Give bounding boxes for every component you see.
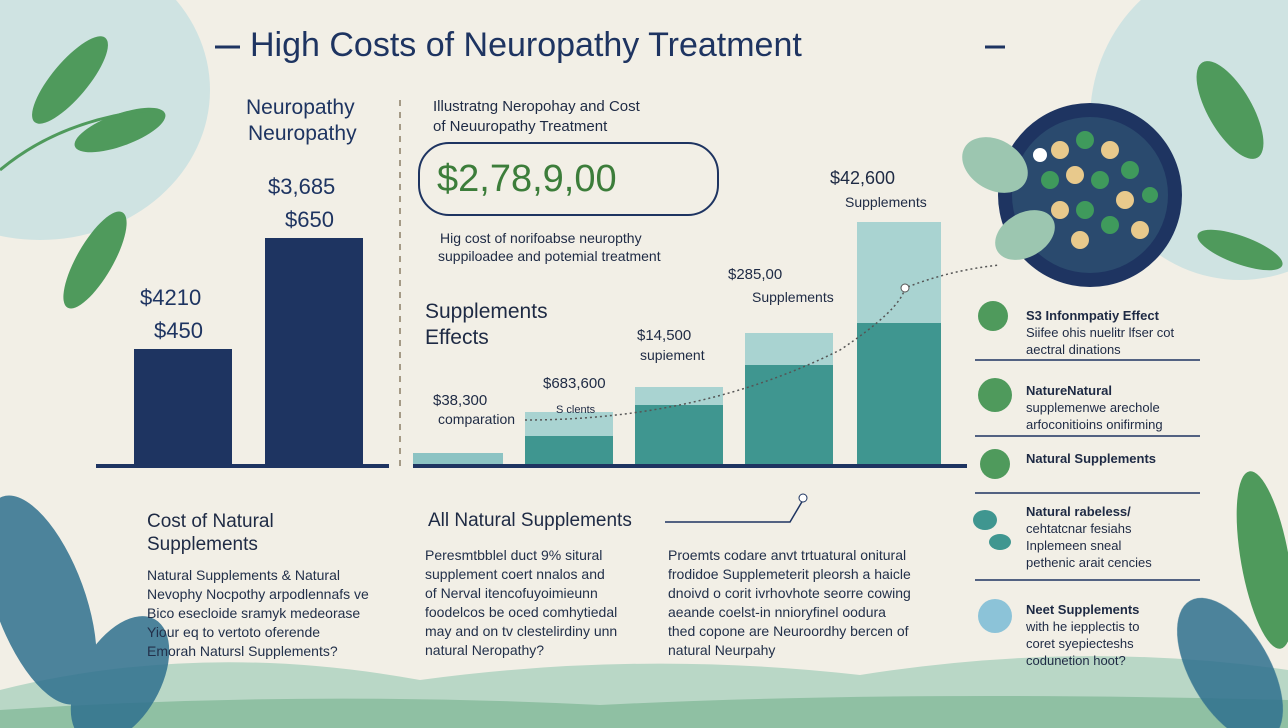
bar-label: $42,600 xyxy=(830,168,896,188)
bar xyxy=(635,405,723,466)
text-line: Emorah Natursl Supplements? xyxy=(147,643,338,659)
bar-label: $14,500 xyxy=(637,327,692,344)
heading-line: Cost of Natural xyxy=(147,511,274,532)
text-line: natural Neurpahy xyxy=(668,642,776,658)
list-title: Neet Supplements xyxy=(1026,602,1140,617)
text-line: Bico esecloide sramyk medeorase xyxy=(147,605,361,621)
section-heading: Supplements xyxy=(425,300,548,323)
bar xyxy=(525,436,613,466)
bottom-text: Peresmtbblel duct 9% situral supplement c… xyxy=(425,546,617,660)
bar-note: S clents xyxy=(556,404,596,416)
leaf xyxy=(962,137,1028,193)
bar-label: $4210 xyxy=(140,285,202,310)
bar-note: supiement xyxy=(640,347,705,363)
title: High Costs of Neuropathy Treatment xyxy=(250,26,802,64)
list-text: with he iepplectis to xyxy=(1026,619,1140,634)
text-line: frodidoe Supplemeterit pleorsh a haicle xyxy=(668,566,911,582)
bottom-text: Proemts codare anvt trtuatural onitural f… xyxy=(668,546,911,660)
list-item: Natural rabeless/cehtatcnar fesiahs Inple… xyxy=(1026,503,1152,571)
list-item: S3 Infonmpatiy Effect Siifee ohis nuelitr… xyxy=(1026,307,1174,358)
bar-label: $650 xyxy=(285,207,334,232)
bottom-heading: All Natural Supplements xyxy=(428,510,632,531)
bar-label: $683,600 xyxy=(543,375,606,392)
list-item: Neet Supplements with he iepplectis to cor… xyxy=(1026,601,1139,669)
bottom-heading: Cost of Natural Supplements xyxy=(147,510,274,556)
list-title: Natural Supplements xyxy=(1026,451,1157,466)
bar xyxy=(134,349,232,466)
bar-note: Supplements xyxy=(752,289,834,305)
bar xyxy=(745,333,833,365)
bars xyxy=(413,222,941,466)
subtitle: Illustratng Neropohay and Cost xyxy=(433,98,640,115)
list-item: NatureNatural supplemenwe arechole arfocon… xyxy=(1026,382,1163,433)
bottom-text: Natural Supplements & Natural Nevophy Noc… xyxy=(147,566,369,661)
text-line: Peresmtbblel duct 9% situral xyxy=(425,547,603,563)
list-text: aectral dinations xyxy=(1026,342,1121,357)
text-line: Natural Supplements & Natural xyxy=(147,567,340,583)
text-line: Proemts codare anvt trtuatural onitural xyxy=(668,547,907,563)
text-line: Yiour eq to vertoto oferende xyxy=(147,624,321,640)
list-text: codunetion hoot? xyxy=(1026,653,1126,668)
text-line: may and on tv clestelirdiny unn xyxy=(425,623,618,639)
connector xyxy=(665,499,804,523)
heading-line: Supplements xyxy=(147,534,258,555)
bar-label: $3,685 xyxy=(268,174,336,199)
text-line: natural Neropathy? xyxy=(425,642,545,658)
marker xyxy=(798,493,808,503)
bar xyxy=(857,222,941,323)
bar xyxy=(413,453,503,466)
list-text: coret syepiecteshs xyxy=(1026,636,1134,651)
leaf xyxy=(995,210,1055,260)
list-text: arfoconitioins onifirming xyxy=(1026,417,1163,432)
trend-line xyxy=(524,264,1001,421)
highlight-box xyxy=(418,142,719,216)
text-line: aeande coelst-in nnioryfinel oodura xyxy=(668,604,886,620)
bar xyxy=(857,323,941,466)
list-text: cehtatcnar fesiahs xyxy=(1026,521,1132,536)
bar-note: comparation xyxy=(438,411,516,427)
text-line: thed copone are Neuroordhy bercen of xyxy=(668,623,909,639)
list-icons xyxy=(973,301,1012,633)
text-line: supplement coert nnalos and xyxy=(425,566,605,582)
bar xyxy=(265,238,363,466)
highlight-value: $2,78,9,00 xyxy=(437,158,617,200)
stem xyxy=(0,108,151,172)
marker xyxy=(900,283,910,293)
list-title: NatureNatural xyxy=(1026,383,1112,398)
bar xyxy=(745,365,833,466)
list-text: pethenic arait cencies xyxy=(1026,555,1152,570)
text-line: Nevophy Nocpothy arpodlennafs ve xyxy=(147,586,369,602)
bar xyxy=(635,387,723,405)
leaves xyxy=(32,36,1288,649)
list-text: Siifee ohis nuelitr lfser cot xyxy=(1026,325,1175,340)
bar-label: $285,00 xyxy=(728,266,783,283)
bar-note: Supplements xyxy=(845,194,927,210)
list-title: Natural rabeless/ xyxy=(1026,504,1131,519)
text-line: dnoivd o corit ivrhovhote seorre cowing xyxy=(668,585,911,601)
bar xyxy=(525,412,613,436)
list-title: S3 Infonmpatiy Effect xyxy=(1026,308,1159,323)
bar-label: $38,300 xyxy=(433,392,488,409)
description: Hig cost of norifoabse neuropthy xyxy=(440,230,642,246)
bar-label: $450 xyxy=(154,318,203,343)
list-text: Inplemeen sneal xyxy=(1026,538,1122,553)
ground xyxy=(0,696,1288,728)
pills xyxy=(1033,131,1158,249)
text-line: foodelcos be oced comhytiedal xyxy=(425,604,618,620)
section-heading: Effects xyxy=(425,326,489,349)
list-text: supplemenwe arechole xyxy=(1026,400,1160,415)
subtitle: of Neuuropathy Treatment xyxy=(433,118,608,135)
text-line: of Nerval itencofuyoimieunn xyxy=(425,585,598,601)
heading: Neuropathy xyxy=(248,122,357,145)
list-separators xyxy=(975,359,1200,581)
leaves xyxy=(0,495,1283,728)
description: suppiloadee and potemial treatment xyxy=(438,248,661,264)
heading: Neuropathy xyxy=(246,96,355,119)
list-item: Natural Supplements xyxy=(1026,450,1156,467)
